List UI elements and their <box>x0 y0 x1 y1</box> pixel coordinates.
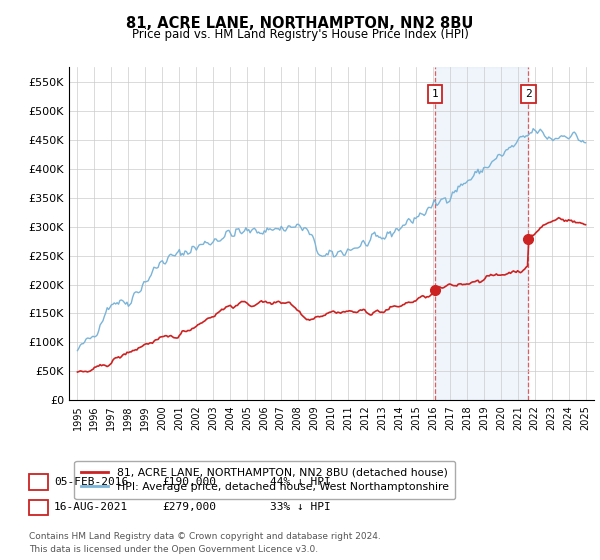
Text: 16-AUG-2021: 16-AUG-2021 <box>54 502 128 512</box>
Legend: 81, ACRE LANE, NORTHAMPTON, NN2 8BU (detached house), HPI: Average price, detach: 81, ACRE LANE, NORTHAMPTON, NN2 8BU (det… <box>74 461 455 498</box>
Text: 1: 1 <box>431 89 438 99</box>
Text: Price paid vs. HM Land Registry's House Price Index (HPI): Price paid vs. HM Land Registry's House … <box>131 28 469 41</box>
Text: 33% ↓ HPI: 33% ↓ HPI <box>270 502 331 512</box>
Text: 44% ↓ HPI: 44% ↓ HPI <box>270 477 331 487</box>
Text: £190,000: £190,000 <box>162 477 216 487</box>
Text: 05-FEB-2016: 05-FEB-2016 <box>54 477 128 487</box>
Bar <box>435 67 528 400</box>
Text: £279,000: £279,000 <box>162 502 216 512</box>
Text: Contains HM Land Registry data © Crown copyright and database right 2024.
This d: Contains HM Land Registry data © Crown c… <box>29 532 380 553</box>
Text: 2: 2 <box>525 89 532 99</box>
Text: 1: 1 <box>35 477 42 487</box>
Text: 81, ACRE LANE, NORTHAMPTON, NN2 8BU: 81, ACRE LANE, NORTHAMPTON, NN2 8BU <box>127 16 473 31</box>
Text: 2: 2 <box>35 502 42 512</box>
